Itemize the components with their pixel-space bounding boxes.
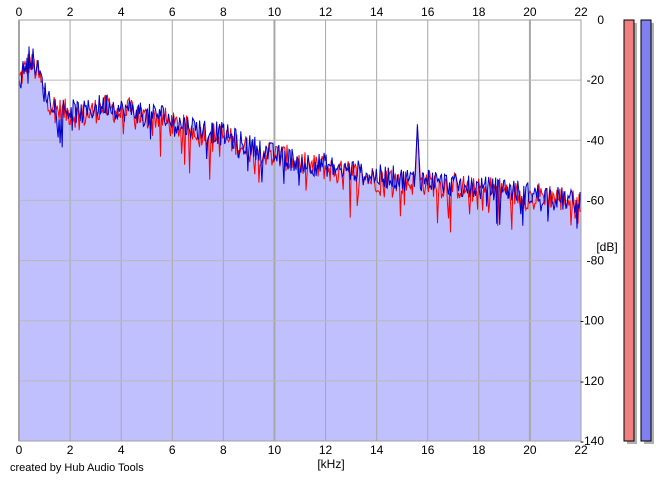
x-tick-label-bottom: 20: [523, 443, 537, 457]
x-tick-label-bottom: 12: [319, 443, 333, 457]
credit-text: created by Hub Audio Tools: [10, 462, 144, 474]
plot-frame: [18, 19, 582, 442]
y-tick-label: -120: [580, 374, 604, 388]
y-tick-label: -100: [580, 314, 604, 328]
x-tick-label-bottom: 2: [67, 443, 74, 457]
x-tick-label-bottom: 8: [220, 443, 227, 457]
x-tick-label-bottom: 0: [16, 443, 23, 457]
x-tick-label-top: 6: [169, 5, 176, 19]
x-tick-label-bottom: 6: [169, 443, 176, 457]
x-tick-label-top: 10: [268, 5, 282, 19]
x-tick-label-bottom: 10: [268, 443, 282, 457]
x-tick-label-top: 18: [472, 5, 486, 19]
y-axis-label: [dB]: [596, 240, 617, 254]
y-tick-label: -140: [580, 434, 604, 448]
plot-border: [18, 19, 582, 442]
series-line-right: [18, 46, 582, 229]
x-tick-label-top: 0: [16, 5, 23, 19]
x-tick-label-bottom: 14: [370, 443, 384, 457]
y-tick-label: -20: [587, 73, 605, 87]
spectrum-fill-layer: [19, 46, 581, 442]
x-tick-labels-top: 0 2 4 6 8 10 12 14 16 18 20 22: [16, 5, 588, 19]
spectrum-area: [19, 46, 581, 442]
y-tick-label: -40: [587, 133, 605, 147]
x-tick-label-top: 14: [370, 5, 384, 19]
x-tick-label-top: 4: [118, 5, 125, 19]
x-tick-label-top: 12: [319, 5, 333, 19]
x-tick-label-bottom: 18: [472, 443, 486, 457]
level-meter-right: [640, 19, 652, 442]
level-meters: [623, 19, 654, 444]
x-tick-labels-bottom: 0 2 4 6 8 10 12 14 16 18 20 22: [16, 443, 588, 457]
x-tick-label-bottom: 4: [118, 443, 125, 457]
y-tick-labels: 0 -20 -40 -60 -80 -100 -120 -140: [580, 13, 604, 448]
x-tick-label-top: 2: [67, 5, 74, 19]
y-tick-label: -80: [587, 254, 605, 268]
x-tick-label-top: 22: [574, 5, 588, 19]
x-tick-label-top: 8: [220, 5, 227, 19]
x-tick-label-top: 20: [523, 5, 537, 19]
series-layer: [18, 46, 582, 233]
x-tick-label-top: 16: [421, 5, 435, 19]
y-tick-label: 0: [597, 13, 604, 27]
x-axis-label: [kHz]: [317, 457, 344, 471]
y-tick-label: -60: [587, 193, 605, 207]
x-tick-label-bottom: 16: [421, 443, 435, 457]
level-meter-left: [623, 19, 635, 442]
x-tick-label-bottom: 22: [574, 443, 588, 457]
